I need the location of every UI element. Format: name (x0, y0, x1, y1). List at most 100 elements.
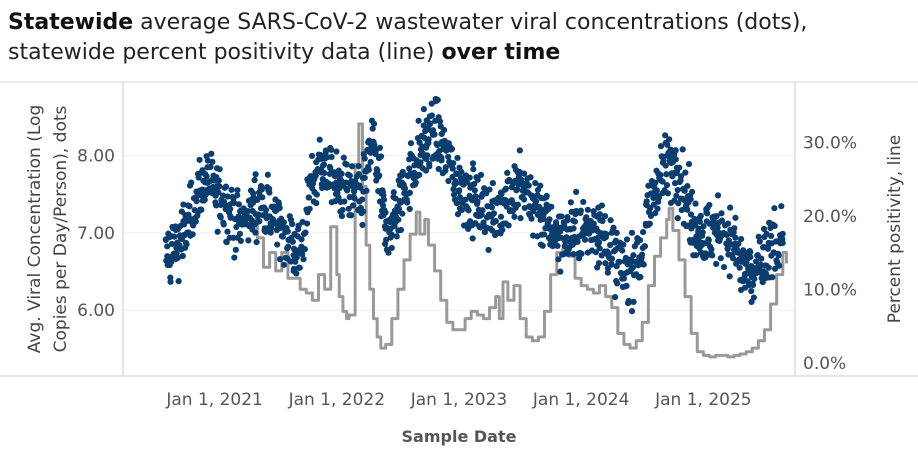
y-left-tick-labels: 6.00 7.00 8.00 (77, 147, 115, 322)
data-dot (221, 201, 228, 208)
data-dot (672, 147, 679, 154)
data-dot (713, 213, 720, 220)
data-dot (653, 187, 660, 194)
data-dot (192, 218, 199, 225)
data-dot (214, 228, 221, 235)
data-dot (643, 198, 650, 205)
data-dot (557, 268, 564, 275)
data-dot (167, 274, 174, 281)
data-dot (677, 173, 685, 180)
data-dot (705, 236, 712, 244)
data-dot (228, 186, 235, 193)
data-dot (623, 236, 631, 243)
data-dot (224, 193, 231, 200)
data-dot (681, 187, 688, 194)
data-dot (735, 240, 742, 247)
data-dot (230, 234, 237, 241)
data-dot (230, 199, 238, 207)
data-dot (571, 218, 579, 225)
data-dot (714, 192, 722, 199)
data-dot (422, 167, 430, 174)
data-dot (348, 163, 356, 170)
data-dot (258, 186, 265, 193)
data-dot (361, 155, 368, 162)
data-dot (434, 141, 441, 149)
data-dot (779, 239, 786, 247)
title-bold-statewide: Statewide (8, 10, 134, 35)
data-dot (380, 196, 388, 203)
data-dot (346, 172, 353, 179)
data-dot (369, 125, 376, 132)
data-dot (252, 229, 259, 236)
data-dot (720, 263, 728, 271)
data-dot (268, 225, 275, 232)
data-dot (539, 242, 546, 249)
data-dot (718, 217, 726, 224)
y-left-tick-2: 8.00 (77, 147, 115, 167)
data-dot (450, 160, 457, 167)
data-dot (174, 254, 182, 261)
data-dot (713, 260, 720, 268)
data-dot (209, 158, 216, 165)
data-dot (341, 198, 348, 205)
data-dot (298, 236, 305, 243)
data-dot (376, 144, 384, 151)
data-dot (610, 224, 617, 231)
data-dot (601, 212, 609, 220)
data-dot (570, 225, 577, 232)
data-dot (415, 117, 422, 124)
data-dot (328, 153, 335, 161)
data-dot (751, 275, 758, 282)
data-dot (729, 255, 737, 262)
data-dot (216, 183, 223, 190)
data-dot (602, 260, 609, 267)
data-dot (276, 256, 284, 263)
data-dot (179, 252, 186, 260)
data-dot (376, 172, 383, 179)
data-dot (498, 190, 505, 198)
y-left-axis-label-line-2: Copies per Day/Person), dots (51, 106, 71, 353)
data-dot (608, 255, 616, 262)
data-dot (628, 308, 636, 315)
data-dot (412, 179, 419, 186)
data-dot (718, 210, 725, 217)
data-dot (458, 206, 465, 214)
data-dot (284, 243, 292, 250)
data-dot (280, 261, 288, 268)
data-dot (749, 281, 757, 289)
y-left-tick-0: 6.00 (77, 301, 115, 321)
data-dot (732, 234, 739, 241)
data-dot (775, 252, 782, 259)
data-dot (194, 193, 201, 200)
data-dot (262, 206, 270, 214)
data-dot (623, 282, 630, 289)
data-dot (769, 274, 776, 281)
data-dot (662, 162, 669, 169)
data-dot (657, 172, 664, 179)
data-dot (456, 187, 463, 194)
data-dot (417, 159, 424, 166)
data-dot (203, 173, 210, 180)
data-dot (305, 194, 312, 201)
data-dot (614, 280, 621, 287)
data-dot (186, 203, 193, 210)
data-dot (517, 215, 524, 222)
data-dot (595, 239, 603, 246)
data-dot (245, 237, 252, 244)
data-dot (301, 246, 308, 253)
data-dot (771, 205, 778, 212)
data-dot (723, 231, 730, 238)
data-dot (726, 273, 733, 280)
data-dot (215, 189, 222, 196)
data-dot (748, 287, 755, 295)
data-dot (604, 269, 611, 276)
data-dot (504, 169, 511, 176)
data-dot (234, 192, 241, 199)
data-dot (435, 165, 442, 173)
data-dot (236, 230, 244, 237)
data-dot (244, 208, 252, 215)
data-dot (563, 234, 570, 241)
data-dot (427, 120, 434, 127)
data-dot (450, 191, 458, 198)
data-dot (514, 186, 521, 193)
